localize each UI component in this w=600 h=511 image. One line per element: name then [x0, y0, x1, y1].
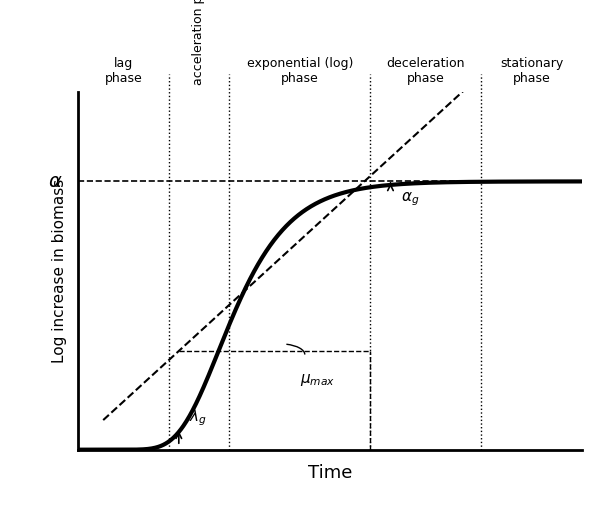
Text: lag
phase: lag phase	[104, 57, 142, 85]
Text: $\alpha$: $\alpha$	[49, 172, 63, 191]
Text: $\mu_{max}$: $\mu_{max}$	[300, 373, 335, 388]
Text: $\alpha_g$: $\alpha_g$	[401, 190, 419, 208]
Text: $\lambda_g$: $\lambda_g$	[189, 407, 207, 428]
Text: acceleration phase: acceleration phase	[193, 0, 205, 85]
Text: exponential (log)
phase: exponential (log) phase	[247, 57, 353, 85]
Text: deceleration
phase: deceleration phase	[386, 57, 465, 85]
Y-axis label: Log increase in biomass: Log increase in biomass	[52, 179, 67, 363]
X-axis label: Time: Time	[308, 463, 352, 481]
Text: stationary
phase: stationary phase	[500, 57, 563, 85]
